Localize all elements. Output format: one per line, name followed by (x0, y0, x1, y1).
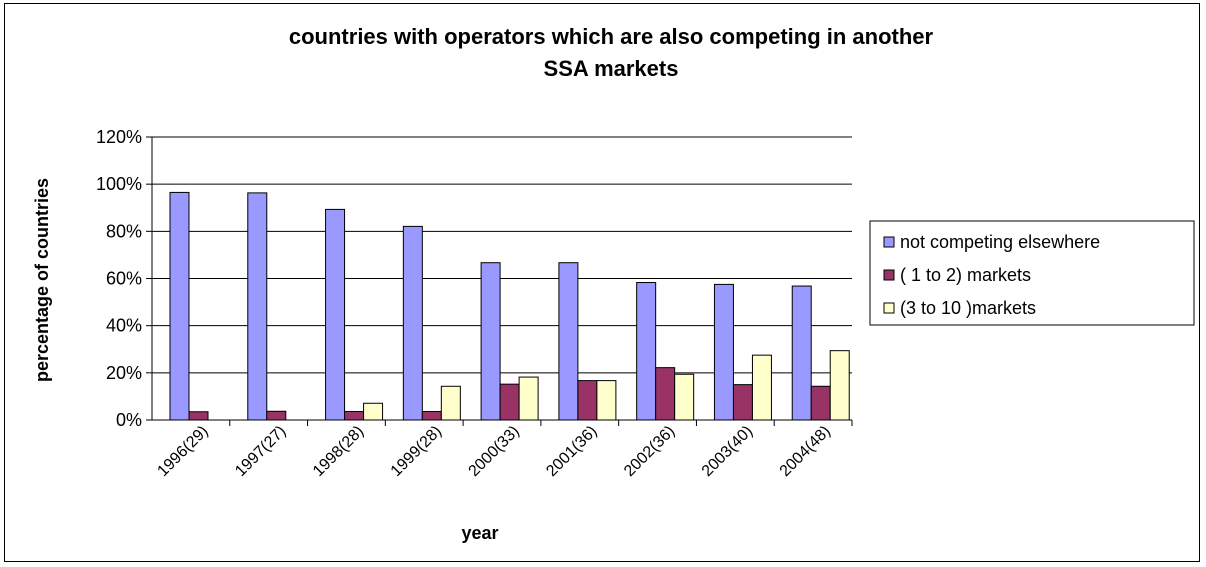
y-axis-title: percentage of countries (32, 178, 52, 382)
y-tick-label: 60% (106, 269, 142, 289)
bar-1-1999(28) (402, 225, 423, 421)
y-tick-label: 0% (116, 410, 142, 430)
bar-3-1998(28) (363, 402, 384, 421)
bar-3-1999(28) (440, 385, 461, 421)
legend-swatch (883, 269, 895, 281)
bar-2-1997(27) (266, 410, 287, 421)
bar-1-2004(48) (791, 285, 812, 421)
x-tick-label: 2003(40) (699, 423, 756, 480)
bar-3-2001(36) (596, 380, 617, 421)
y-tick-label: 80% (106, 221, 142, 241)
legend-swatch (883, 236, 895, 248)
x-tick-label: 1998(28) (310, 423, 367, 480)
x-tick-label: 2002(36) (621, 423, 678, 480)
y-axis-ticks: 0% 20% 40% 60% 80% 100% 120% (96, 127, 152, 430)
bar-2-1996(29) (188, 411, 209, 421)
bar-1-2001(36) (558, 262, 579, 421)
bar-2-2000(33) (499, 383, 520, 421)
y-tick-label: 120% (96, 127, 142, 147)
chart-title: countries with operators which are also … (289, 24, 934, 81)
x-tick-label: 2001(36) (543, 423, 600, 480)
legend-label: (3 to 10 )markets (900, 298, 1036, 318)
bar-3-2003(40) (751, 354, 772, 421)
x-tick-label: 2000(33) (466, 423, 523, 480)
bar-2-1998(28) (344, 411, 365, 421)
x-tick-label: 2004(48) (777, 423, 834, 480)
bar-2-2004(48) (810, 385, 831, 421)
chart-title-line-1: countries with operators which are also … (289, 24, 934, 49)
y-tick-label: 20% (106, 363, 142, 383)
y-tick-label: 100% (96, 174, 142, 194)
bar-1-1996(29) (169, 191, 190, 421)
y-tick-label: 40% (106, 316, 142, 336)
legend: not competing elsewhere ( 1 to 2) markets… (869, 220, 1195, 326)
bar-2-2003(40) (732, 384, 753, 421)
x-axis-ticks: 1996(29) 1997(27) 1998(28) 1999(28) 2000(33)… (154, 420, 853, 480)
bars (169, 191, 850, 421)
bar-1-1997(27) (247, 192, 268, 421)
bar-2-2002(36) (655, 367, 676, 421)
bar-1-2002(36) (636, 282, 657, 421)
bar-3-2002(36) (674, 373, 695, 421)
gridlines (152, 136, 852, 374)
bar-1-2003(40) (713, 283, 734, 421)
legend-box (869, 220, 1195, 326)
x-tick-label: 1996(29) (154, 423, 211, 480)
x-tick-label: 1999(28) (388, 423, 445, 480)
legend-swatch (883, 302, 895, 314)
bar-2-2001(36) (577, 380, 598, 421)
bar-2-1999(28) (421, 411, 442, 421)
x-axis-title: year (461, 523, 498, 543)
legend-label: ( 1 to 2) markets (900, 265, 1031, 285)
legend-label: not competing elsewhere (900, 232, 1100, 252)
bar-3-2004(48) (829, 350, 850, 421)
chart-title-line-2: SSA markets (544, 56, 679, 81)
x-tick-label: 1997(27) (232, 423, 289, 480)
bar-1-2000(33) (480, 262, 501, 421)
bar-1-1998(28) (325, 208, 346, 421)
bar-3-2000(33) (518, 376, 539, 421)
